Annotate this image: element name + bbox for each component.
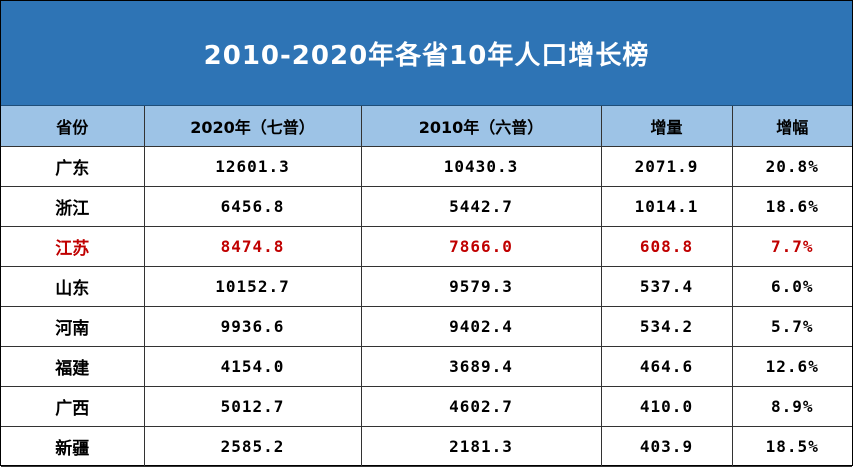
header-pop-2020: 2020年（七普）: [143, 106, 362, 147]
cell-pop-2020: 5012.7: [143, 386, 362, 427]
cell-growth-rate: 6.0%: [731, 266, 852, 307]
cell-province: 山东: [1, 266, 145, 307]
cell-province: 广西: [1, 386, 145, 427]
cell-increase: 534.2: [600, 306, 733, 347]
table-row: 浙江 6456.8 5442.7 1014.1 18.6%: [1, 186, 852, 227]
cell-pop-2020: 9936.6: [143, 306, 362, 347]
cell-increase: 403.9: [600, 426, 733, 467]
cell-increase: 537.4: [600, 266, 733, 307]
table-row: 福建 4154.0 3689.4 464.6 12.6%: [1, 346, 852, 387]
cell-pop-2010: 5442.7: [360, 186, 602, 227]
cell-growth-rate: 12.6%: [731, 346, 852, 387]
table-row: 河南 9936.6 9402.4 534.2 5.7%: [1, 306, 852, 347]
cell-province: 河南: [1, 306, 145, 347]
header-pop-2010: 2010年（六普）: [360, 106, 602, 147]
cell-pop-2010: 9579.3: [360, 266, 602, 307]
cell-province: 福建: [1, 346, 145, 387]
table-title: 2010-2020年各省10年人口增长榜: [1, 1, 852, 106]
cell-province: 新疆: [1, 426, 145, 467]
cell-growth-rate: 20.8%: [731, 146, 852, 187]
cell-increase: 1014.1: [600, 186, 733, 227]
cell-pop-2010: 2181.3: [360, 426, 602, 467]
cell-province: 江苏: [1, 226, 145, 267]
cell-increase: 608.8: [600, 226, 733, 267]
table-row: 广东 12601.3 10430.3 2071.9 20.8%: [1, 146, 852, 187]
cell-growth-rate: 8.9%: [731, 386, 852, 427]
cell-pop-2010: 7866.0: [360, 226, 602, 267]
cell-province: 广东: [1, 146, 145, 187]
table-row: 山东 10152.7 9579.3 537.4 6.0%: [1, 266, 852, 307]
cell-growth-rate: 18.6%: [731, 186, 852, 227]
cell-pop-2010: 10430.3: [360, 146, 602, 187]
header-row: 省份 2020年（七普） 2010年（六普） 增量 增幅: [1, 106, 852, 147]
table-row: 广西 5012.7 4602.7 410.0 8.9%: [1, 386, 852, 427]
cell-pop-2010: 9402.4: [360, 306, 602, 347]
cell-pop-2020: 10152.7: [143, 266, 362, 307]
cell-growth-rate: 5.7%: [731, 306, 852, 347]
table-row: 江苏 8474.8 7866.0 608.8 7.7%: [1, 226, 852, 267]
cell-pop-2020: 4154.0: [143, 346, 362, 387]
header-increase: 增量: [600, 106, 733, 147]
cell-pop-2020: 2585.2: [143, 426, 362, 467]
cell-pop-2020: 8474.8: [143, 226, 362, 267]
cell-pop-2010: 4602.7: [360, 386, 602, 427]
cell-increase: 410.0: [600, 386, 733, 427]
cell-growth-rate: 18.5%: [731, 426, 852, 467]
cell-growth-rate: 7.7%: [731, 226, 852, 267]
cell-pop-2020: 12601.3: [143, 146, 362, 187]
population-table: 省份 2020年（七普） 2010年（六普） 增量 增幅 广东 12601.3 …: [1, 106, 852, 467]
header-growth-rate: 增幅: [731, 106, 852, 147]
cell-increase: 464.6: [600, 346, 733, 387]
cell-pop-2010: 3689.4: [360, 346, 602, 387]
cell-pop-2020: 6456.8: [143, 186, 362, 227]
header-province: 省份: [1, 106, 145, 147]
cell-province: 浙江: [1, 186, 145, 227]
table-row: 新疆 2585.2 2181.3 403.9 18.5%: [1, 426, 852, 467]
cell-increase: 2071.9: [600, 146, 733, 187]
